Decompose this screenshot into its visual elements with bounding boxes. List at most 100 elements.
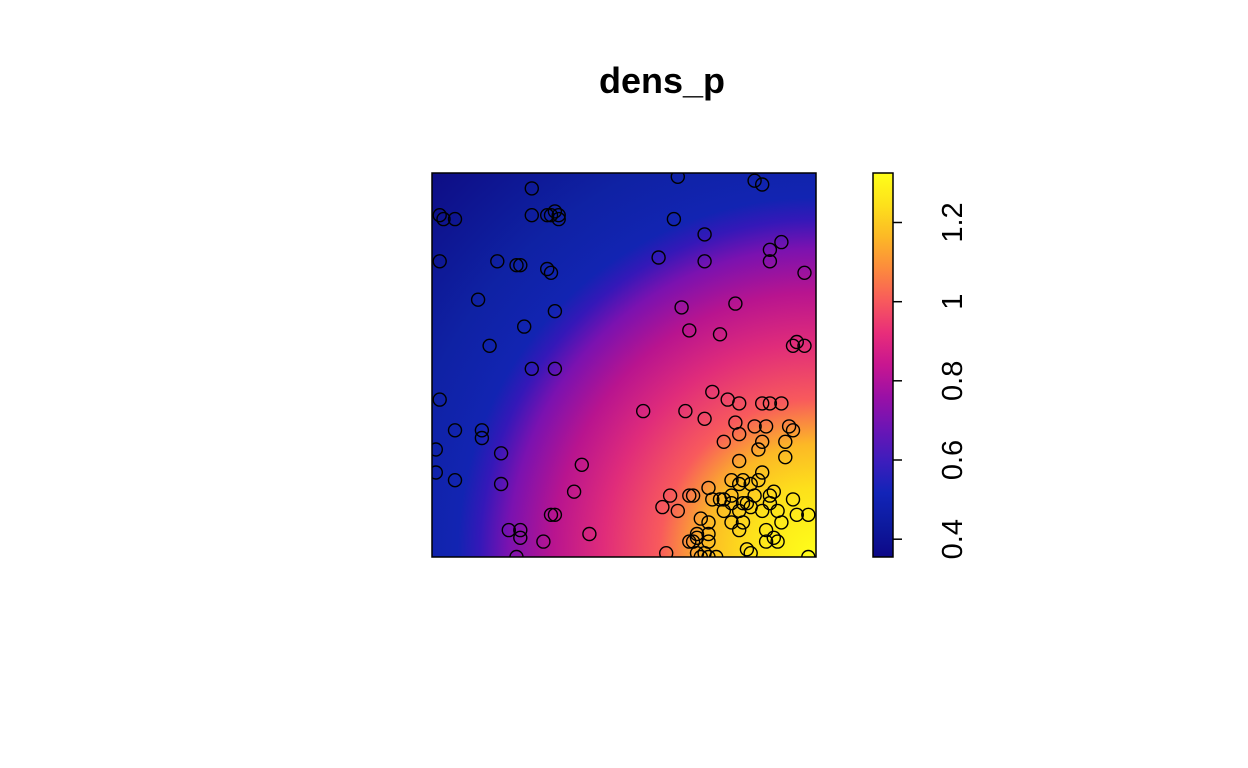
data-point bbox=[436, 211, 451, 227]
data-point bbox=[517, 319, 532, 334]
data-point bbox=[774, 515, 789, 530]
density-raster bbox=[432, 173, 816, 557]
data-point bbox=[540, 261, 555, 277]
data-point bbox=[513, 530, 528, 545]
data-point bbox=[709, 549, 724, 557]
data-point bbox=[716, 434, 731, 449]
data-point bbox=[689, 546, 705, 557]
data-point bbox=[762, 396, 778, 411]
data-point bbox=[551, 211, 566, 227]
data-point bbox=[432, 254, 447, 269]
data-point bbox=[716, 492, 731, 507]
plot-frame bbox=[431, 172, 817, 558]
data-point bbox=[774, 234, 789, 250]
data-point bbox=[785, 423, 801, 438]
data-point bbox=[524, 207, 539, 223]
data-point bbox=[543, 507, 559, 522]
data-point bbox=[536, 534, 551, 549]
data-point bbox=[685, 488, 701, 503]
data-point bbox=[670, 503, 685, 519]
data-point bbox=[789, 507, 804, 522]
data-point bbox=[574, 457, 589, 472]
data-point bbox=[432, 465, 443, 480]
data-point bbox=[751, 473, 766, 488]
data-point bbox=[447, 423, 463, 438]
data-point bbox=[755, 177, 770, 192]
data-point bbox=[543, 265, 559, 280]
data-point bbox=[447, 473, 463, 488]
plot-area bbox=[431, 172, 817, 558]
data-point bbox=[651, 250, 666, 265]
data-point bbox=[701, 549, 716, 557]
data-point bbox=[724, 515, 739, 530]
points-layer bbox=[432, 173, 816, 557]
colorbar-tick-label: 1 bbox=[937, 294, 969, 310]
data-point bbox=[543, 207, 559, 223]
data-point bbox=[682, 488, 697, 503]
data-point bbox=[666, 211, 682, 227]
colorbar-tick-label: 1.2 bbox=[937, 202, 969, 242]
data-point bbox=[697, 411, 712, 426]
data-point bbox=[801, 549, 816, 557]
data-point bbox=[755, 434, 770, 449]
data-point bbox=[701, 515, 716, 530]
data-point bbox=[670, 173, 685, 184]
data-point bbox=[566, 484, 582, 499]
data-point bbox=[547, 507, 563, 522]
data-point bbox=[739, 542, 755, 557]
data-point bbox=[778, 434, 793, 449]
data-point bbox=[732, 476, 747, 492]
data-point bbox=[755, 396, 770, 411]
data-point bbox=[762, 242, 778, 258]
data-point bbox=[774, 396, 789, 411]
data-point bbox=[697, 254, 712, 269]
data-point bbox=[678, 403, 693, 419]
data-point bbox=[493, 446, 509, 461]
data-point bbox=[689, 530, 705, 545]
data-point bbox=[732, 453, 747, 469]
data-point bbox=[789, 334, 804, 350]
data-point bbox=[712, 327, 728, 342]
data-point bbox=[705, 492, 720, 507]
data-point bbox=[770, 534, 785, 549]
data-point bbox=[735, 515, 751, 530]
data-point bbox=[766, 530, 781, 545]
data-point bbox=[474, 423, 490, 438]
data-point bbox=[682, 323, 697, 338]
data-point bbox=[474, 430, 490, 446]
data-point bbox=[513, 258, 528, 273]
colorbar-ticks: 0.4 0.6 0.8 1 1.2 bbox=[893, 202, 969, 559]
data-point bbox=[582, 526, 597, 542]
data-point bbox=[493, 476, 509, 492]
data-point bbox=[724, 496, 739, 511]
data-point bbox=[743, 546, 758, 557]
data-point bbox=[524, 361, 539, 376]
data-point bbox=[432, 207, 447, 223]
data-point bbox=[509, 549, 524, 557]
data-point bbox=[501, 522, 516, 538]
data-point bbox=[662, 488, 678, 503]
data-point bbox=[755, 465, 770, 480]
data-point bbox=[432, 392, 447, 407]
data-point bbox=[509, 258, 524, 273]
colorbar: 0.4 0.6 0.8 1 1.2 bbox=[872, 172, 969, 559]
data-point bbox=[758, 534, 774, 549]
data-point bbox=[655, 499, 670, 515]
data-point bbox=[674, 300, 689, 315]
data-point bbox=[482, 338, 497, 353]
data-point bbox=[762, 496, 778, 511]
data-point bbox=[490, 254, 505, 269]
data-point bbox=[551, 207, 566, 223]
data-point bbox=[739, 496, 755, 511]
data-point bbox=[659, 546, 674, 557]
data-point bbox=[447, 211, 463, 227]
data-point bbox=[524, 181, 539, 196]
data-point bbox=[693, 549, 708, 557]
data-point bbox=[758, 522, 774, 538]
data-point bbox=[797, 265, 812, 280]
data-point bbox=[732, 522, 747, 538]
colorbar-tick-label: 0.8 bbox=[937, 361, 969, 401]
colorbar-tick-label: 0.4 bbox=[937, 519, 969, 559]
data-point bbox=[470, 292, 486, 307]
